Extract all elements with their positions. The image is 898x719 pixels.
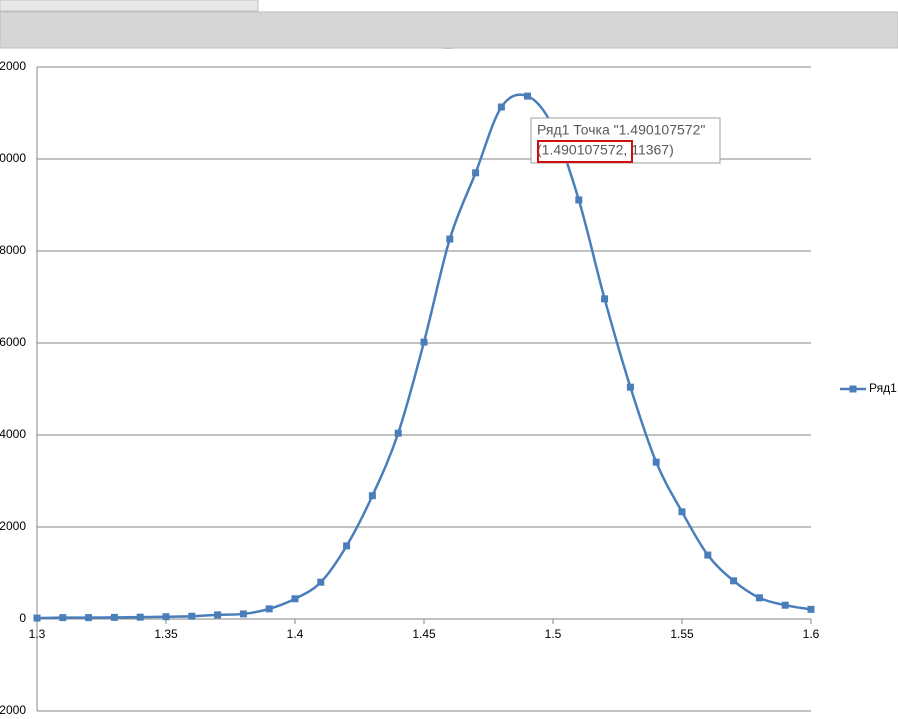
point-marker [807, 605, 815, 613]
point-marker [394, 429, 402, 437]
point-marker [472, 169, 480, 177]
y-tick-label: 6000 [0, 335, 26, 349]
point-marker [59, 614, 67, 622]
point-marker [523, 92, 531, 100]
y-tick-label: 2000 [0, 519, 26, 533]
point-marker [343, 542, 351, 550]
point-marker [136, 613, 144, 621]
series-line [36, 93, 812, 620]
point-marker [188, 612, 196, 620]
x-tick-label: 1.6 [803, 627, 820, 641]
point-marker [626, 383, 634, 391]
point-marker [730, 577, 738, 585]
point-marker [368, 492, 376, 500]
resize-grip: .... [444, 42, 453, 51]
point-marker [291, 595, 299, 603]
y-tick-label: 10000 [0, 151, 26, 165]
point-marker [575, 196, 583, 204]
tab [0, 0, 259, 12]
y-tick-label: 0 [19, 611, 26, 625]
point-marker [446, 235, 454, 243]
tooltip-point: (1.490107572, 11367) [537, 142, 674, 158]
point-marker [755, 594, 763, 602]
legend-marker [849, 385, 857, 393]
point-marker [678, 508, 686, 516]
x-tick-label: 1.45 [412, 627, 436, 641]
point-marker [265, 605, 273, 613]
x-tick-label: 1.3 [29, 627, 46, 641]
point-marker [162, 613, 170, 621]
y-tick-label: 8000 [0, 243, 26, 257]
point-marker [33, 614, 41, 622]
point-marker [497, 103, 505, 111]
point-marker [781, 601, 789, 609]
tooltip: Ряд1 Точка "1.490107572" (1.490107572, 1… [530, 117, 721, 164]
y-tick-label: -2000 [0, 703, 26, 717]
point-marker [110, 613, 118, 621]
point-marker [652, 458, 660, 466]
highlight-box [537, 140, 633, 163]
point-marker [704, 551, 712, 559]
point-marker [239, 610, 247, 618]
y-tick-label: 12000 [0, 59, 26, 73]
x-tick-label: 1.35 [154, 627, 178, 641]
tooltip-header: Ряд1 Точка "1.490107572" [537, 122, 705, 138]
point-marker [85, 614, 93, 622]
x-tick-label: 1.5 [545, 627, 562, 641]
x-tick-label: 1.4 [287, 627, 304, 641]
point-marker [601, 295, 609, 303]
y-tick-label: 4000 [0, 427, 26, 441]
legend-label: Ряд1 [869, 381, 897, 395]
point-marker [317, 578, 325, 586]
x-tick-label: 1.55 [670, 627, 694, 641]
toolbar [0, 11, 898, 49]
point-marker [420, 338, 428, 346]
point-marker [214, 611, 222, 619]
